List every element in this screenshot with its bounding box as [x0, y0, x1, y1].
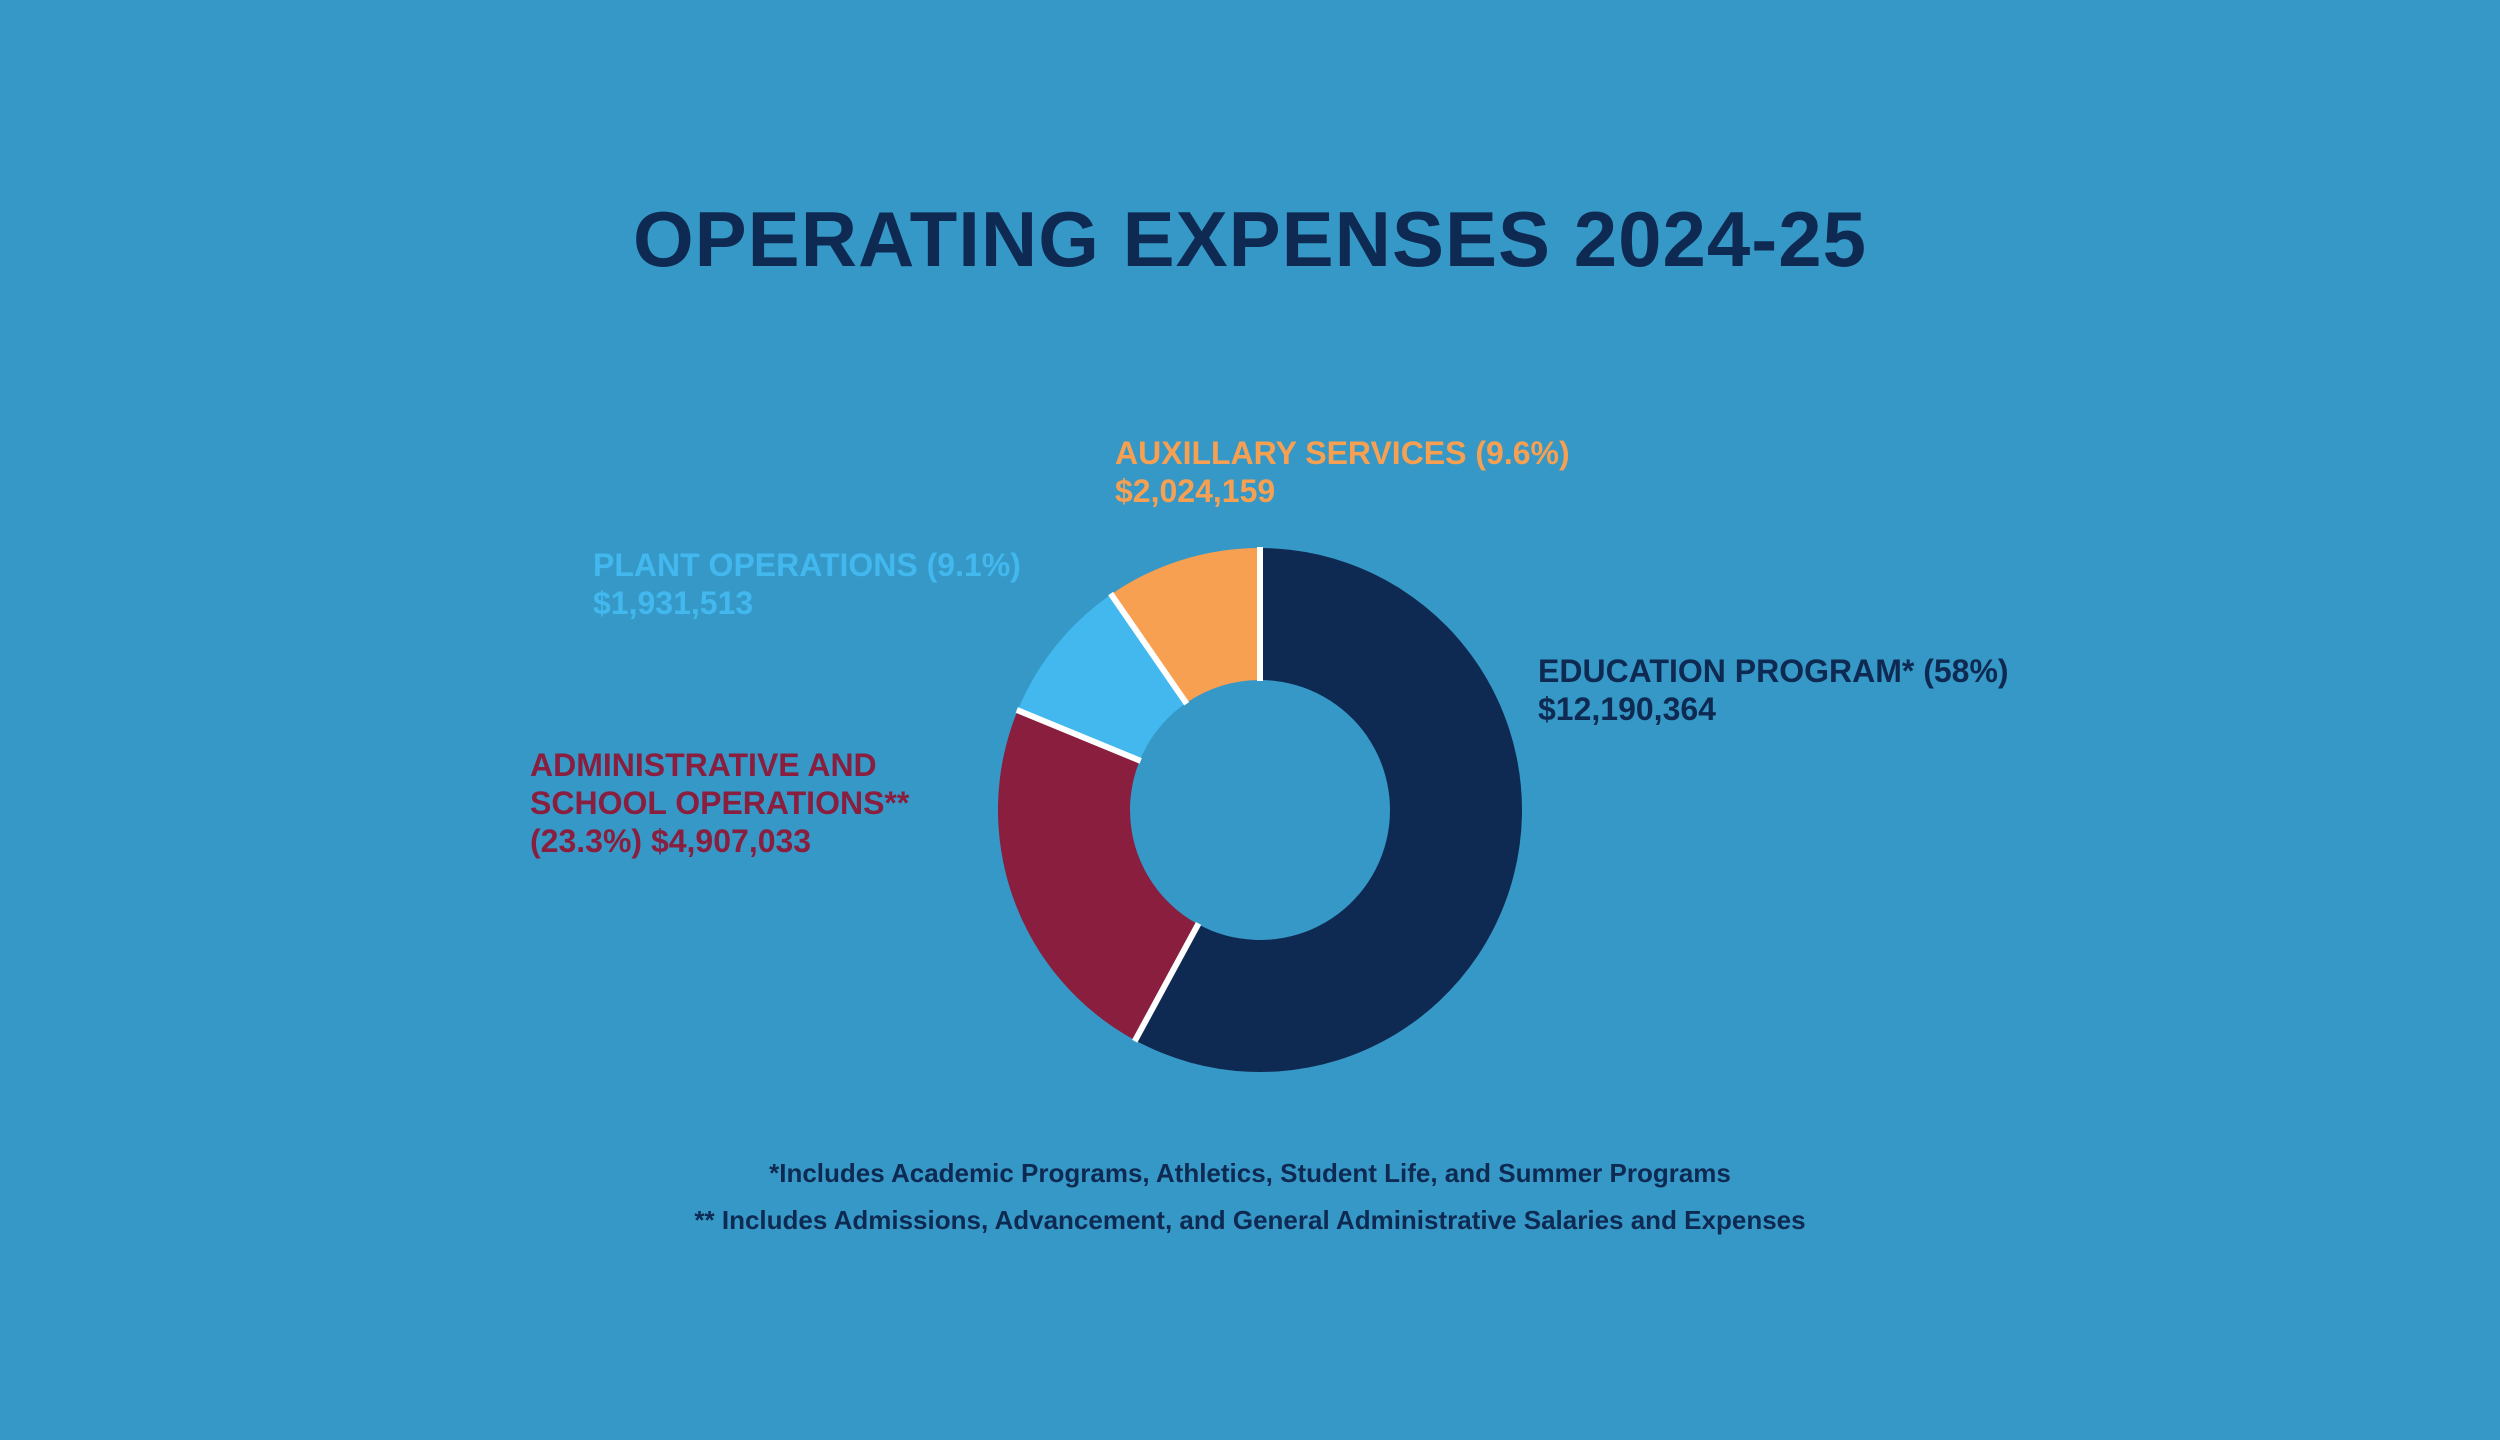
admin-name-line2: SCHOOL OPERATIONS** [530, 785, 910, 821]
slice-education [1135, 548, 1522, 1072]
education-percent: (58%) [1923, 653, 2009, 689]
plant-name: PLANT OPERATIONS [593, 547, 918, 583]
admin-percent: (23.3%) [530, 823, 643, 859]
footnote-administrative: ** Includes Admissions, Advancement, and… [694, 1205, 1806, 1235]
footnote-education: *Includes Academic Programs, Athletics, … [769, 1158, 1731, 1188]
auxiliary-percent: (9.6%) [1475, 435, 1570, 471]
auxiliary-amount: $2,024,159 [1115, 473, 1276, 509]
education-amount: $12,190,364 [1538, 691, 1716, 727]
donut-chart [998, 547, 1522, 1072]
chart-title: OPERATING EXPENSES 2024-25 [632, 195, 1867, 283]
label-administrative-operations: ADMINISTRATIVE AND SCHOOL OPERATIONS** (… [530, 746, 909, 860]
plant-amount: $1,931,513 [593, 585, 754, 621]
admin-name-line1: ADMINISTRATIVE AND [530, 747, 877, 783]
slice-separator-admin [1132, 921, 1202, 1043]
admin-amount: $4,907,033 [650, 823, 812, 859]
label-plant-operations: PLANT OPERATIONS (9.1%) $1,931,513 [593, 546, 1021, 622]
slice-admin [998, 710, 1199, 1041]
slice-separator-plant [1015, 707, 1142, 764]
label-education-program: EDUCATION PROGRAM* (58%) $12,190,364 [1538, 652, 2009, 728]
education-name: EDUCATION PROGRAM* [1538, 653, 1915, 689]
slice-auxiliary [1111, 548, 1260, 704]
label-auxiliary-services: AUXILLARY SERVICES (9.6%) $2,024,159 [1115, 434, 1570, 510]
auxiliary-name: AUXILLARY SERVICES [1115, 435, 1467, 471]
slice-plant [1017, 594, 1187, 761]
slice-separator-auxiliary [1108, 591, 1190, 706]
plant-percent: (9.1%) [926, 547, 1021, 583]
